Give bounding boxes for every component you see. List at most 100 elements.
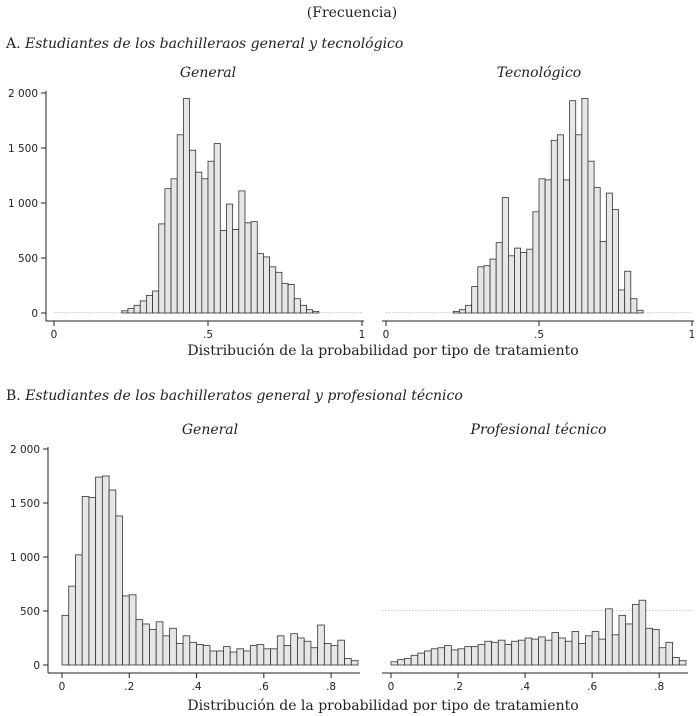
histogram-bar <box>263 256 271 314</box>
histogram-bar <box>281 282 289 314</box>
x-tick-label: 1 <box>359 329 366 341</box>
histogram-bar <box>569 100 577 314</box>
histogram-bar <box>464 646 472 666</box>
histogram-bar <box>524 637 533 666</box>
histogram-bar <box>457 648 466 666</box>
histogram-bar <box>270 648 278 666</box>
histogram-bar <box>645 627 653 666</box>
histogram-bar <box>196 644 204 666</box>
section-a-text: Estudiantes de los bachilleraos general … <box>24 36 403 52</box>
histogram-bar <box>450 649 459 666</box>
histogram-bar <box>75 554 83 666</box>
histogram-bar <box>323 643 332 666</box>
y-tick-label: 1 000 <box>8 198 38 210</box>
histogram-bar <box>121 310 129 314</box>
histogram-bar <box>484 640 492 666</box>
section-b-title: B. Estudiantes de los bachilleratos gene… <box>6 388 463 404</box>
panel-title: Profesional técnico <box>470 422 607 438</box>
histogram-bar <box>101 475 110 666</box>
histogram-bar <box>511 640 519 666</box>
histogram-bar <box>317 624 325 666</box>
panel-2: Tecnológico 0 .5 1 <box>382 65 695 341</box>
histogram-bar <box>538 178 546 314</box>
x-tick-label: .2 <box>453 681 463 693</box>
x-tick-label: .4 <box>520 681 530 693</box>
histogram-bar <box>290 633 298 666</box>
histogram-bar <box>631 604 640 666</box>
histogram-bar <box>155 621 164 666</box>
x-tick-label: .8 <box>326 681 336 693</box>
histogram-bar <box>652 628 660 666</box>
histogram-bar <box>611 634 620 666</box>
histogram-bar <box>182 98 190 314</box>
x-axis-label-a: Distribución de la probabilidad por tipo… <box>187 343 578 359</box>
panel-1: General 0 .5 1 0 500 1 000 1 500 2 000 <box>8 65 365 341</box>
histogram-bar <box>636 309 644 314</box>
histogram-bar <box>551 632 560 666</box>
x-tick-label: .6 <box>587 681 597 693</box>
y-tick-label: 500 <box>18 253 38 265</box>
histogram-bar <box>581 98 589 314</box>
unit-label: (Frecuencia) <box>307 5 397 21</box>
histogram-bar <box>495 242 503 314</box>
histogram-bar <box>135 619 144 666</box>
histogram-bar <box>471 646 479 666</box>
histogram-bar <box>544 639 553 666</box>
histogram-bar <box>501 197 509 314</box>
x-tick-label: 1 <box>689 329 696 341</box>
histogram-bar <box>520 252 528 314</box>
x-tick-label: .4 <box>192 681 202 693</box>
panel-title: General <box>182 422 238 438</box>
histogram-bar <box>424 650 432 666</box>
histogram-bar <box>283 645 292 666</box>
histogram-bar <box>207 160 215 314</box>
histogram-bar <box>612 209 619 314</box>
histogram-bar <box>452 310 460 314</box>
histogram-bar <box>397 659 405 666</box>
y-tick-label: 2 000 <box>8 88 38 100</box>
histogram-bar <box>531 638 539 666</box>
histogram-bar <box>243 650 251 666</box>
histogram-bar <box>158 223 166 314</box>
y-tick-label: 1 500 <box>10 498 40 510</box>
histogram-bar <box>68 585 76 666</box>
histogram-bar <box>297 637 305 666</box>
histogram-bar <box>310 647 319 666</box>
section-a-letter: A. <box>5 36 21 52</box>
histogram-bar <box>678 660 687 666</box>
histogram-bar <box>526 248 534 314</box>
histogram-bar <box>658 647 667 666</box>
histogram-bar <box>477 266 485 314</box>
histogram-bar <box>232 228 240 314</box>
histogram-bar <box>585 635 593 666</box>
histogram-bar <box>303 640 312 666</box>
histogram-bar <box>122 595 130 666</box>
y-tick-label: 500 <box>20 606 40 618</box>
histogram-bar <box>223 646 231 666</box>
histogram-bar <box>638 599 647 666</box>
x-tick-label: 0 <box>388 681 395 693</box>
histogram-bar <box>61 614 70 666</box>
histogram-bar <box>127 308 135 314</box>
histogram-bar <box>201 178 209 314</box>
histogram-bar <box>578 643 586 666</box>
x-tick-label: .6 <box>259 681 269 693</box>
histogram-bar <box>256 253 264 314</box>
histogram-bar <box>538 636 546 666</box>
histogram-bar <box>665 641 673 666</box>
histogram-bar <box>139 300 147 314</box>
histogram-bar <box>169 627 177 666</box>
histogram-bar <box>618 289 626 314</box>
histogram-bar <box>229 651 238 666</box>
histogram-bar <box>226 203 234 314</box>
histogram-bar <box>624 270 632 314</box>
histogram-bar <box>189 149 197 314</box>
histogram-bar <box>145 294 153 314</box>
panel-3: General 0 .2 .4 .6 .8 0 500 1 000 1 500 2 000 <box>10 422 360 693</box>
histogram-bar <box>571 631 580 666</box>
histogram-bar <box>471 286 479 314</box>
histogram-bar <box>544 179 552 314</box>
x-tick-label: .5 <box>534 329 544 341</box>
histogram-bar <box>410 654 419 666</box>
histogram-bar <box>330 645 339 666</box>
